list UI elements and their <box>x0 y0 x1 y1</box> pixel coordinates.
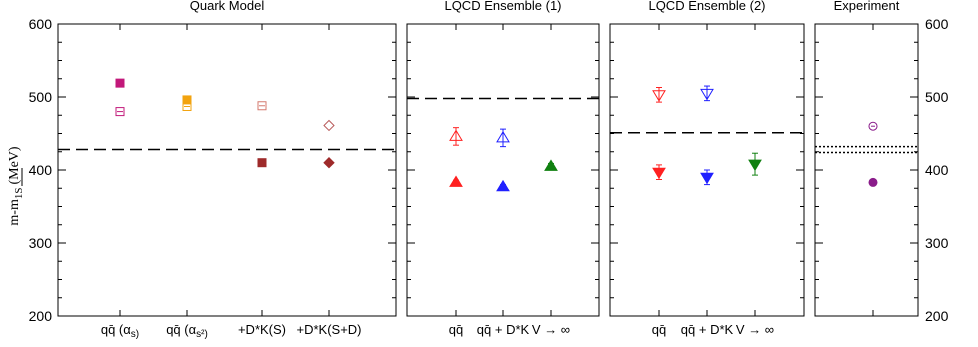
data-point <box>868 177 878 187</box>
data-point <box>544 159 558 171</box>
x-tick-label: qq̄ <box>449 322 463 337</box>
data-point <box>182 101 192 111</box>
panel-title: Experiment <box>834 0 900 13</box>
data-point <box>115 107 125 117</box>
y-tick-label-left: 400 <box>29 162 53 178</box>
data-point <box>748 159 762 172</box>
y-tick-label-right: 600 <box>925 16 949 32</box>
data-point <box>449 175 463 187</box>
x-tick-label: +D*K(S) <box>238 322 286 337</box>
panel-frame <box>814 23 919 317</box>
data-point <box>700 88 714 101</box>
data-point <box>652 167 666 180</box>
data-point <box>257 101 267 111</box>
x-tick-label: qq̄ + D*K <box>477 322 530 337</box>
y-tick-label-left: 200 <box>29 308 53 324</box>
data-point <box>257 158 267 168</box>
data-point <box>652 90 666 102</box>
data-point <box>323 156 335 169</box>
x-tick-label: V → ∞ <box>736 322 774 337</box>
x-tick-label: qq̄ (αs) <box>101 322 139 340</box>
left-y-axis: 200 300 400 500 600 <box>29 16 53 324</box>
y-tick-label-right: 300 <box>925 235 949 251</box>
panel-title: Quark Model <box>190 0 265 13</box>
data-point <box>115 78 125 88</box>
y-axis-label: m-m1S(MeV) <box>7 146 25 226</box>
y-tick-label-right: 400 <box>925 162 949 178</box>
y-tick-label-left: 500 <box>29 89 53 105</box>
chart-panel: LQCD Ensemble (2) qq̄ qq̄ + D*K V → ∞ <box>609 0 805 337</box>
x-tick-label: qq̄ <box>652 322 666 337</box>
chart-panel: Experiment <box>814 0 919 317</box>
x-tick-label: qq̄ + D*K <box>681 322 734 337</box>
data-point <box>323 119 335 132</box>
data-point <box>496 130 510 143</box>
data-point <box>700 172 714 185</box>
y-tick-label-right: 200 <box>925 308 949 324</box>
y-tick-label-left: 300 <box>29 235 53 251</box>
panel-title: LQCD Ensemble (1) <box>444 0 561 13</box>
chart-panel: LQCD Ensemble (1) qq̄ qq̄ + D*K V → ∞ <box>406 0 600 337</box>
panel-frame <box>57 23 397 317</box>
data-point <box>496 179 510 192</box>
panel-title: LQCD Ensemble (2) <box>648 0 765 13</box>
x-tick-label: qq̄ (αs²) <box>166 322 208 340</box>
x-tick-label: +D*K(S+D) <box>296 322 361 337</box>
data-point <box>182 95 192 105</box>
x-tick-label: V → ∞ <box>532 322 570 337</box>
right-y-axis: 200 300 400 500 600 <box>925 16 949 324</box>
data-point <box>449 129 463 141</box>
data-point <box>868 121 878 131</box>
panel-frame <box>406 23 600 317</box>
y-tick-label-right: 500 <box>925 89 949 105</box>
chart-panel: Quark Model qq̄ (αs) qq̄ (αs²) +D*K(S) +D*K(… <box>57 0 397 340</box>
y-tick-label-left: 600 <box>29 16 53 32</box>
chart-panels: Quark Model qq̄ (αs) qq̄ (αs²) +D*K(S) +D*K(… <box>57 0 919 340</box>
